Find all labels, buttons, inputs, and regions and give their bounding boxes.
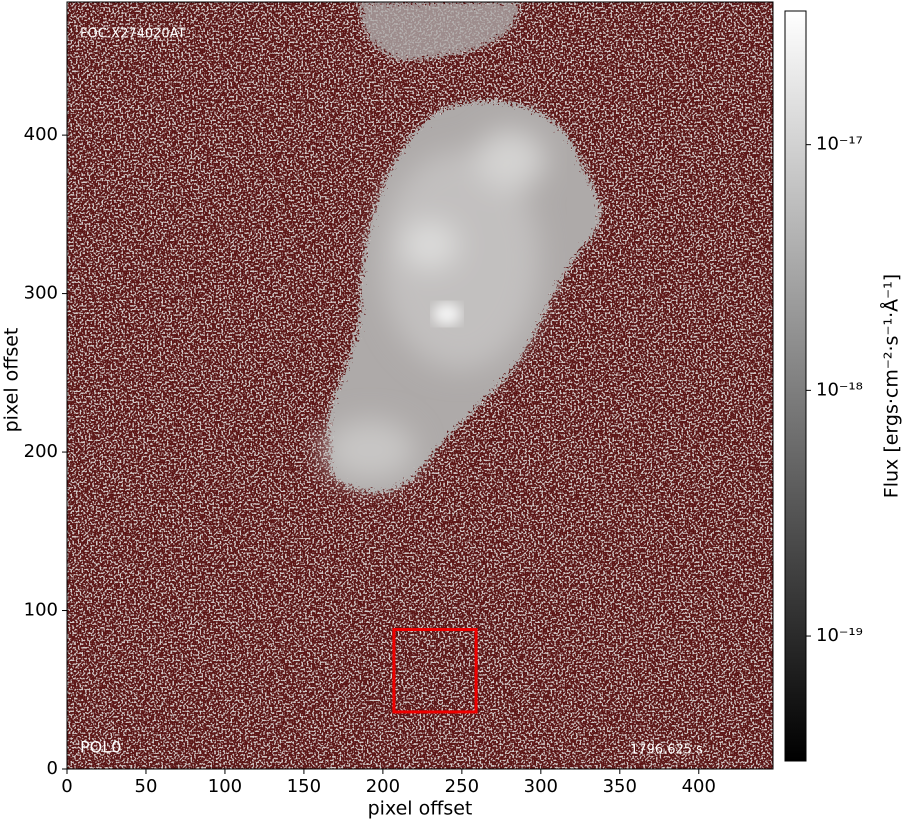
colorbar-tick-label: 10⁻¹⁸ xyxy=(816,379,863,400)
x-tick-label: 250 xyxy=(445,776,479,797)
y-tick-label: 0 xyxy=(47,758,58,779)
x-tick-label: 150 xyxy=(287,776,321,797)
x-tick-label: 0 xyxy=(61,776,72,797)
image xyxy=(67,2,773,769)
x-tick-label: 300 xyxy=(524,776,558,797)
x-axis-label: pixel offset xyxy=(368,798,473,820)
y-axis-label: pixel offset xyxy=(1,328,23,433)
x-tick-label: 50 xyxy=(135,776,158,797)
x-tick-label: 350 xyxy=(603,776,637,797)
region-box xyxy=(392,628,478,714)
colorbar-tick-label: 10⁻¹⁹ xyxy=(816,625,863,646)
x-tick-label: 200 xyxy=(366,776,400,797)
colorbar-label: Flux [ergs·cm⁻²·s⁻¹·Å⁻¹] xyxy=(880,274,903,498)
x-tick-label: 100 xyxy=(208,776,242,797)
y-tick-label: 200 xyxy=(24,441,58,462)
colorbar-tick-label: 10⁻¹⁷ xyxy=(816,134,863,155)
x-tick-label: 400 xyxy=(682,776,716,797)
colorbar xyxy=(784,10,807,762)
y-tick-label: 400 xyxy=(24,124,58,145)
y-tick-label: 100 xyxy=(24,600,58,621)
annotation: 1796.625 s xyxy=(630,743,703,758)
annotation: FOC:X274020AT xyxy=(80,27,186,42)
plot-frame xyxy=(66,1,774,770)
y-tick-label: 300 xyxy=(24,283,58,304)
annotation: POL0 xyxy=(80,738,121,757)
